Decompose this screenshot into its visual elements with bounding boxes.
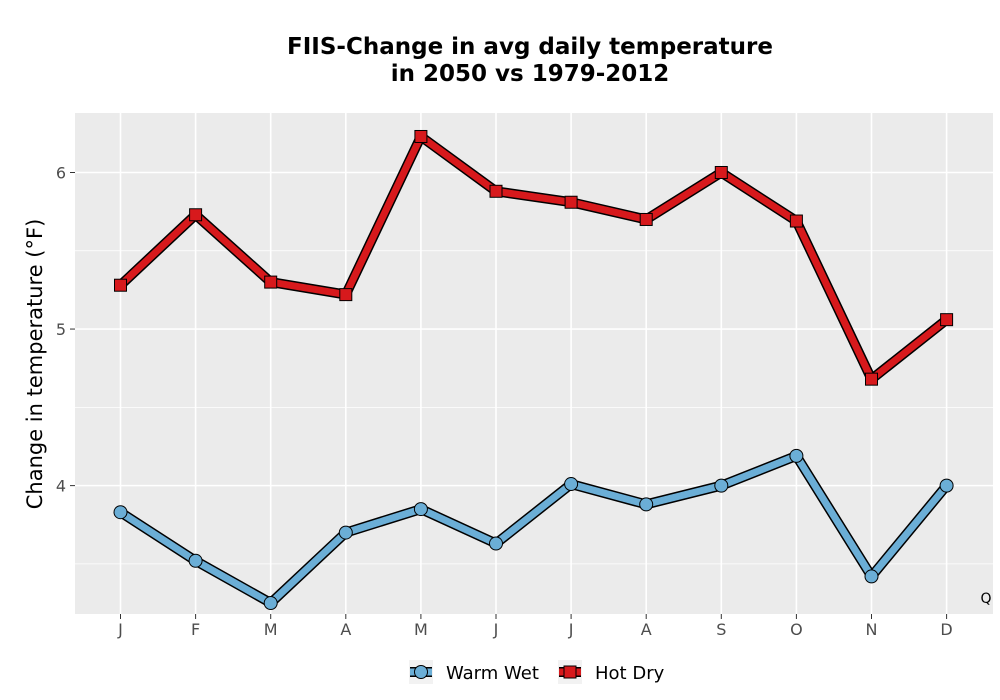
x-tick-label: F [191, 620, 200, 639]
data-point [414, 129, 428, 143]
series-line [117, 452, 951, 607]
data-point [114, 278, 127, 292]
data-point [564, 195, 578, 209]
corner-note: Q [980, 591, 991, 607]
data-point [263, 596, 278, 611]
data-point [714, 165, 728, 179]
x-tick-label: S [716, 620, 726, 639]
data-point [339, 288, 353, 302]
data-point [865, 372, 878, 386]
legend: Warm Wet Hot Dry [409, 660, 665, 684]
data-point [189, 208, 203, 222]
y-axis-label: Change in temperature (°F) [23, 219, 47, 510]
data-point [639, 497, 654, 512]
chart-title-line-2: in 2050 vs 1979-2012 [391, 61, 670, 87]
data-point [264, 275, 278, 289]
series-hot-dry [114, 129, 954, 386]
data-point [864, 569, 879, 584]
x-tick-label: D [940, 620, 952, 639]
x-tick-label: O [790, 620, 803, 639]
series-warm-wet [113, 448, 954, 611]
y-tick-label: 4 [56, 477, 66, 496]
data-point [940, 313, 954, 327]
data-point [714, 478, 729, 493]
legend-key-marker [414, 665, 428, 679]
y-tick-label: 6 [56, 163, 66, 182]
x-tick-label: J [568, 620, 574, 639]
data-point [188, 553, 203, 568]
legend-item-warm-wet: Warm Wet [409, 660, 539, 684]
legend-key-marker [563, 665, 577, 679]
x-tick-label: J [117, 620, 123, 639]
axis-ticks: 4 5 6 J F M A M J J A S O N D [56, 163, 953, 639]
plot-panel [75, 113, 993, 614]
legend-item-hot-dry: Hot Dry [558, 660, 665, 684]
x-tick-label: J [493, 620, 499, 639]
series-line [117, 133, 951, 383]
x-tick-label: A [641, 620, 652, 639]
legend-label: Hot Dry [595, 663, 665, 684]
data-point [338, 525, 353, 540]
chart-title-line-1: FIIS-Change in avg daily temperature [287, 34, 773, 60]
data-point [789, 214, 803, 228]
data-point [639, 212, 653, 226]
legend-label: Warm Wet [446, 663, 539, 684]
series-layer [113, 129, 954, 611]
x-tick-label: N [866, 620, 878, 639]
data-point [113, 505, 128, 520]
data-point [489, 536, 503, 551]
x-tick-label: A [340, 620, 351, 639]
data-point [789, 448, 804, 463]
data-point [939, 478, 954, 493]
data-point [413, 502, 428, 517]
x-tick-label: M [414, 620, 428, 639]
data-point [564, 477, 579, 492]
x-tick-label: M [264, 620, 278, 639]
y-tick-label: 5 [56, 320, 66, 339]
data-point [489, 184, 503, 198]
